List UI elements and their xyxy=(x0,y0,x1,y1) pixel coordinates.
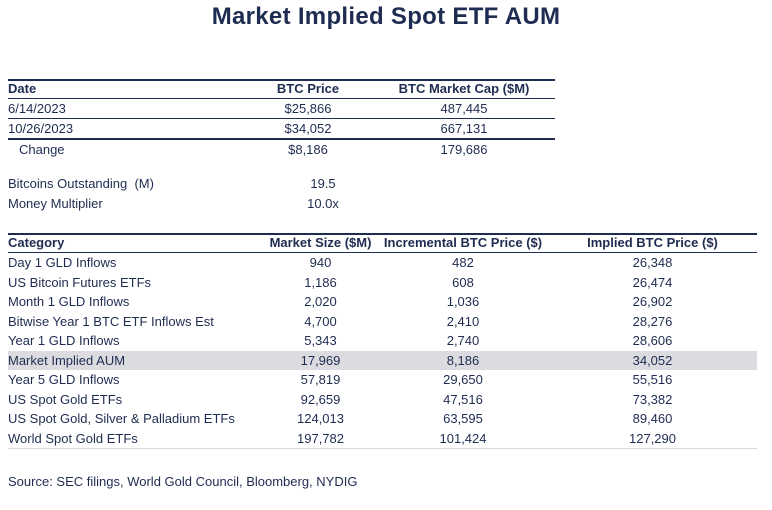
table-cell: 608 xyxy=(452,274,474,290)
table-row: Month 1 GLD Inflows 2,020 1,036 26,902 xyxy=(8,292,757,312)
table-cell: 28,606 xyxy=(632,333,673,349)
table-cell: 5,343 xyxy=(304,333,337,349)
table-cell: US Spot Gold ETFs xyxy=(8,391,123,407)
table-cell: 8,186 xyxy=(446,352,480,368)
assumption-row-money-multiplier: Money Multiplier 10.0x xyxy=(8,193,555,213)
assumption-row-bitcoins-outstanding: Bitcoins Outstanding (M) 19.5 xyxy=(8,173,555,193)
table-cell: 1,186 xyxy=(304,274,337,290)
table-cell: Year 1 GLD Inflows xyxy=(8,333,120,349)
table-row: Year 5 GLD Inflows 57,819 29,650 55,516 xyxy=(8,370,757,390)
table-cell: Year 5 GLD Inflows xyxy=(8,372,120,388)
table-cell: 29,650 xyxy=(443,372,483,388)
col-header-market-size: Market Size ($M) xyxy=(263,233,378,253)
table-cell: 4,700 xyxy=(304,313,337,329)
category-table: Category Market Size ($M) Incremental BT… xyxy=(8,233,757,449)
table-cell: 2,740 xyxy=(446,333,480,349)
assumption-label: Money Multiplier xyxy=(8,195,103,211)
assumption-label: Bitcoins Outstanding (M) xyxy=(8,175,154,191)
table-row: Change $8,186 179,686 xyxy=(8,139,555,159)
table-cell: Market Implied AUM xyxy=(8,352,126,368)
table-cell: 127,290 xyxy=(629,430,676,446)
table-cell: 179,686 xyxy=(440,142,488,157)
assumption-value: 19.5 xyxy=(310,175,336,191)
table-cell: 482 xyxy=(452,255,474,271)
table-cell: 10/26/2023 xyxy=(8,121,74,136)
table-cell: Day 1 GLD Inflows xyxy=(8,255,117,271)
table-row: 10/26/2023 $34,052 667,131 xyxy=(8,119,555,139)
table-cell: 26,348 xyxy=(632,255,673,271)
table-cell: World Spot Gold ETFs xyxy=(8,430,138,446)
table-cell: 47,516 xyxy=(443,391,483,407)
table-cell: Month 1 GLD Inflows xyxy=(8,294,130,310)
col-header-date: Date xyxy=(8,79,243,99)
table-cell: Change xyxy=(19,142,65,157)
table-row: US Bitcoin Futures ETFs 1,186 608 26,474 xyxy=(8,273,757,293)
table-row: Market Implied AUM 17,969 8,186 34,052 xyxy=(8,350,757,370)
table-cell: 63,595 xyxy=(443,411,483,427)
table-cell: 940 xyxy=(309,255,332,271)
btc-price-table: Date BTC Price BTC Market Cap ($M) 6/14/… xyxy=(8,79,555,159)
table-cell: $8,186 xyxy=(288,142,328,157)
table-cell: 17,969 xyxy=(300,352,341,368)
table-cell: Bitwise Year 1 BTC ETF Inflows Est xyxy=(8,313,214,329)
table-cell: 73,382 xyxy=(632,391,673,407)
col-header-category: Category xyxy=(8,233,263,253)
assumption-value: 10.0x xyxy=(307,195,339,211)
table-cell: 92,659 xyxy=(300,391,341,407)
table-cell: 26,902 xyxy=(632,294,673,310)
table-cell: 34,052 xyxy=(632,352,673,368)
table-cell: 101,424 xyxy=(439,430,487,446)
table-cell: 2,410 xyxy=(446,313,480,329)
assumptions-block: Bitcoins Outstanding (M) 19.5 Money Mult… xyxy=(8,173,555,213)
category-table-header-row: Category Market Size ($M) Incremental BT… xyxy=(8,233,757,253)
table-cell: 197,782 xyxy=(297,430,344,446)
col-header-implied-btc-price: Implied BTC Price ($) xyxy=(548,233,757,253)
table-cell: $34,052 xyxy=(284,121,332,136)
page-title: Market Implied Spot ETF AUM xyxy=(211,3,561,30)
col-header-btc-price: BTC Price xyxy=(243,79,373,99)
table-cell: US Bitcoin Futures ETFs xyxy=(8,274,152,290)
table-row: US Spot Gold ETFs 92,659 47,516 73,382 xyxy=(8,390,757,410)
table-cell: 1,036 xyxy=(446,294,480,310)
col-header-btc-market-cap: BTC Market Cap ($M) xyxy=(373,79,555,99)
source-note: Source: SEC filings, World Gold Council,… xyxy=(8,474,358,489)
table-row: 6/14/2023 $25,866 487,445 xyxy=(8,99,555,119)
table-cell: $25,866 xyxy=(284,101,332,116)
table-cell: 57,819 xyxy=(300,372,341,388)
table-cell: 28,276 xyxy=(632,313,673,329)
table-cell: 487,445 xyxy=(440,101,488,116)
table-cell: 6/14/2023 xyxy=(8,101,66,116)
btc-price-table-header-row: Date BTC Price BTC Market Cap ($M) xyxy=(8,79,555,99)
table-cell: 89,460 xyxy=(632,411,673,427)
table-cell: 124,013 xyxy=(297,411,344,427)
table-row: Day 1 GLD Inflows 940 482 26,348 xyxy=(8,253,757,273)
col-header-incremental-btc-price: Incremental BTC Price ($) xyxy=(378,233,548,253)
table-row: World Spot Gold ETFs 197,782 101,424 127,29… xyxy=(8,429,757,449)
table-row: US Spot Gold, Silver & Palladium ETFs 124… xyxy=(8,409,757,429)
table-cell: US Spot Gold, Silver & Palladium ETFs xyxy=(8,411,235,427)
table-cell: 2,020 xyxy=(304,294,337,310)
table-row: Year 1 GLD Inflows 5,343 2,740 28,606 xyxy=(8,331,757,351)
table-cell: 26,474 xyxy=(632,274,673,290)
table-cell: 667,131 xyxy=(440,121,488,136)
table-row: Bitwise Year 1 BTC ETF Inflows Est 4,700 2… xyxy=(8,312,757,332)
table-cell: 55,516 xyxy=(632,372,673,388)
